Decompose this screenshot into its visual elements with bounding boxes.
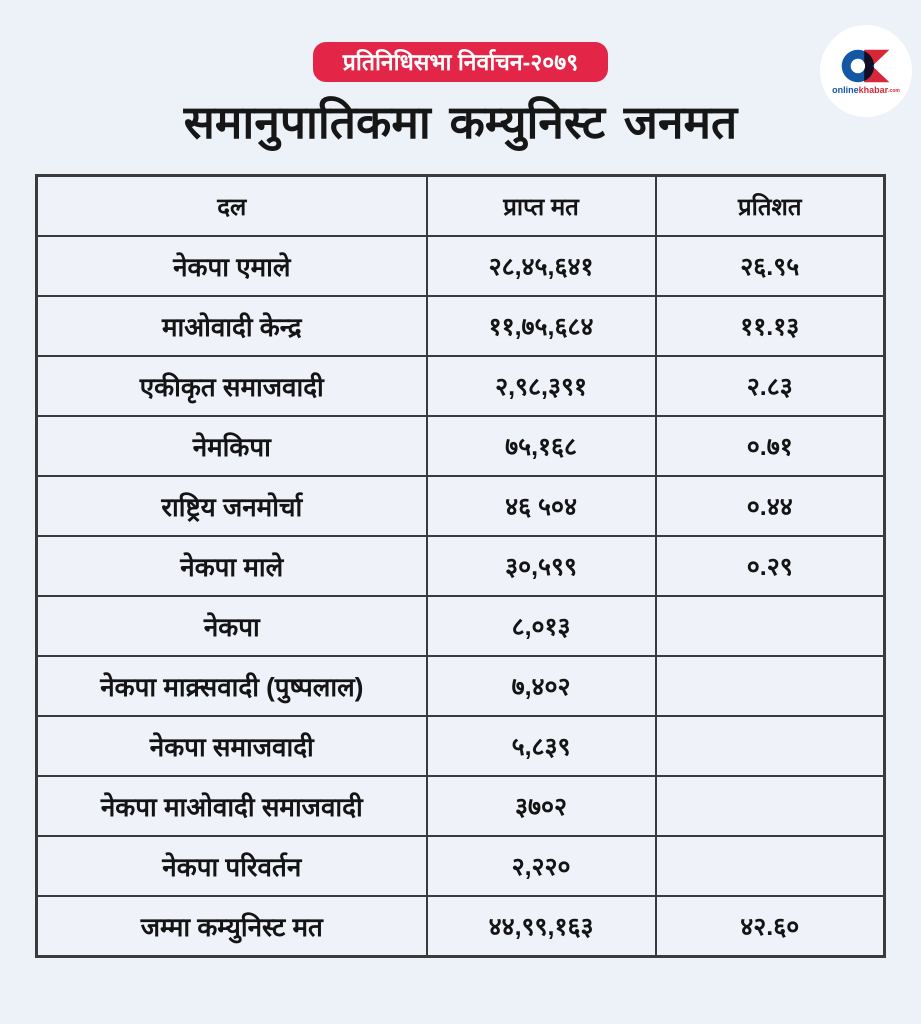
election-badge: प्रतिनिधिसभा निर्वाचन-२०७९ xyxy=(312,42,609,82)
total-row: जम्मा कम्युनिस्ट मत ४४,९९,१६३ ४२.६० xyxy=(35,895,886,958)
table-row: एकीकृत समाजवादी २,९८,३९१ २.८३ xyxy=(35,355,886,417)
votes-cell: ४६ ५०४ xyxy=(425,475,657,537)
table-row: माओवादी केन्द्र ११,७५,६८४ ११.१३ xyxy=(35,295,886,357)
party-cell: नेकपा माओवादी समाजवादी xyxy=(35,775,428,837)
logo-word-khabar: khabar xyxy=(858,84,889,95)
logo-word-online: online xyxy=(832,84,859,95)
percent-cell xyxy=(654,655,886,717)
onlinekhabar-logo: onlinekhabar.com xyxy=(820,25,912,117)
party-cell: माओवादी केन्द्र xyxy=(35,295,428,357)
results-table: दल प्राप्त मत प्रतिशत नेकपा एमाले २८,४५,… xyxy=(35,174,886,958)
percent-cell: २.८३ xyxy=(654,355,886,417)
votes-cell: ८,०१३ xyxy=(425,595,657,657)
party-cell: नेकपा माले xyxy=(35,535,428,597)
table-row: राष्ट्रिय जनमोर्चा ४६ ५०४ ०.४४ xyxy=(35,475,886,537)
party-cell: नेकपा परिवर्तन xyxy=(35,835,428,897)
percent-cell: ०.४४ xyxy=(654,475,886,537)
percent-cell xyxy=(654,775,886,837)
party-cell: नेकपा समाजवादी xyxy=(35,715,428,777)
ok-monogram-icon xyxy=(841,49,890,82)
party-cell: नेकपा माक्र्सवादी (पुष्पलाल) xyxy=(35,655,428,717)
col-header-votes: प्राप्त मत xyxy=(425,174,657,237)
page-title: समानुपातिकमा कम्युनिस्ट जनमत xyxy=(183,96,738,148)
table-row: नेमकिपा ७५,१६८ ०.७१ xyxy=(35,415,886,477)
table-header-row: दल प्राप्त मत प्रतिशत xyxy=(35,174,886,237)
col-header-percent: प्रतिशत xyxy=(654,174,886,237)
votes-cell: ४४,९९,१६३ xyxy=(425,895,657,958)
party-cell: नेमकिपा xyxy=(35,415,428,477)
votes-cell: ७,४०२ xyxy=(425,655,657,717)
party-cell: राष्ट्रिय जनमोर्चा xyxy=(35,475,428,537)
percent-cell: ०.२९ xyxy=(654,535,886,597)
table-row: नेकपा माक्र्सवादी (पुष्पलाल) ७,४०२ xyxy=(35,655,886,717)
votes-cell: ११,७५,६८४ xyxy=(425,295,657,357)
votes-cell: ३०,५९९ xyxy=(425,535,657,597)
percent-cell xyxy=(654,835,886,897)
percent-cell: ४२.६० xyxy=(654,895,886,958)
votes-cell: २,९८,३९१ xyxy=(425,355,657,417)
votes-cell: ७५,१६८ xyxy=(425,415,657,477)
party-cell: एकीकृत समाजवादी xyxy=(35,355,428,417)
table-body: नेकपा एमाले २८,४५,६४१ २६.९५ माओवादी केन्… xyxy=(35,235,886,958)
table-row: नेकपा समाजवादी ५,८३९ xyxy=(35,715,886,777)
table-row: नेकपा ८,०१३ xyxy=(35,595,886,657)
table-row: नेकपा माओवादी समाजवादी ३७०२ xyxy=(35,775,886,837)
logo-word-tld: .com xyxy=(888,87,900,94)
percent-cell: २६.९५ xyxy=(654,235,886,297)
table-row: नेकपा एमाले २८,४५,६४१ २६.९५ xyxy=(35,235,886,297)
col-header-party: दल xyxy=(35,174,428,237)
table-row: नेकपा परिवर्तन २,२२० xyxy=(35,835,886,897)
party-cell: नेकपा एमाले xyxy=(35,235,428,297)
votes-cell: ५,८३९ xyxy=(425,715,657,777)
percent-cell: ०.७१ xyxy=(654,415,886,477)
votes-cell: ३७०२ xyxy=(425,775,657,837)
logo-wordmark: onlinekhabar.com xyxy=(832,85,900,96)
percent-cell xyxy=(654,715,886,777)
percent-cell: ११.१३ xyxy=(654,295,886,357)
votes-cell: २,२२० xyxy=(425,835,657,897)
votes-cell: २८,४५,६४१ xyxy=(425,235,657,297)
party-cell: नेकपा xyxy=(35,595,428,657)
percent-cell xyxy=(654,595,886,657)
table-row: नेकपा माले ३०,५९९ ०.२९ xyxy=(35,535,886,597)
party-cell: जम्मा कम्युनिस्ट मत xyxy=(35,895,428,958)
